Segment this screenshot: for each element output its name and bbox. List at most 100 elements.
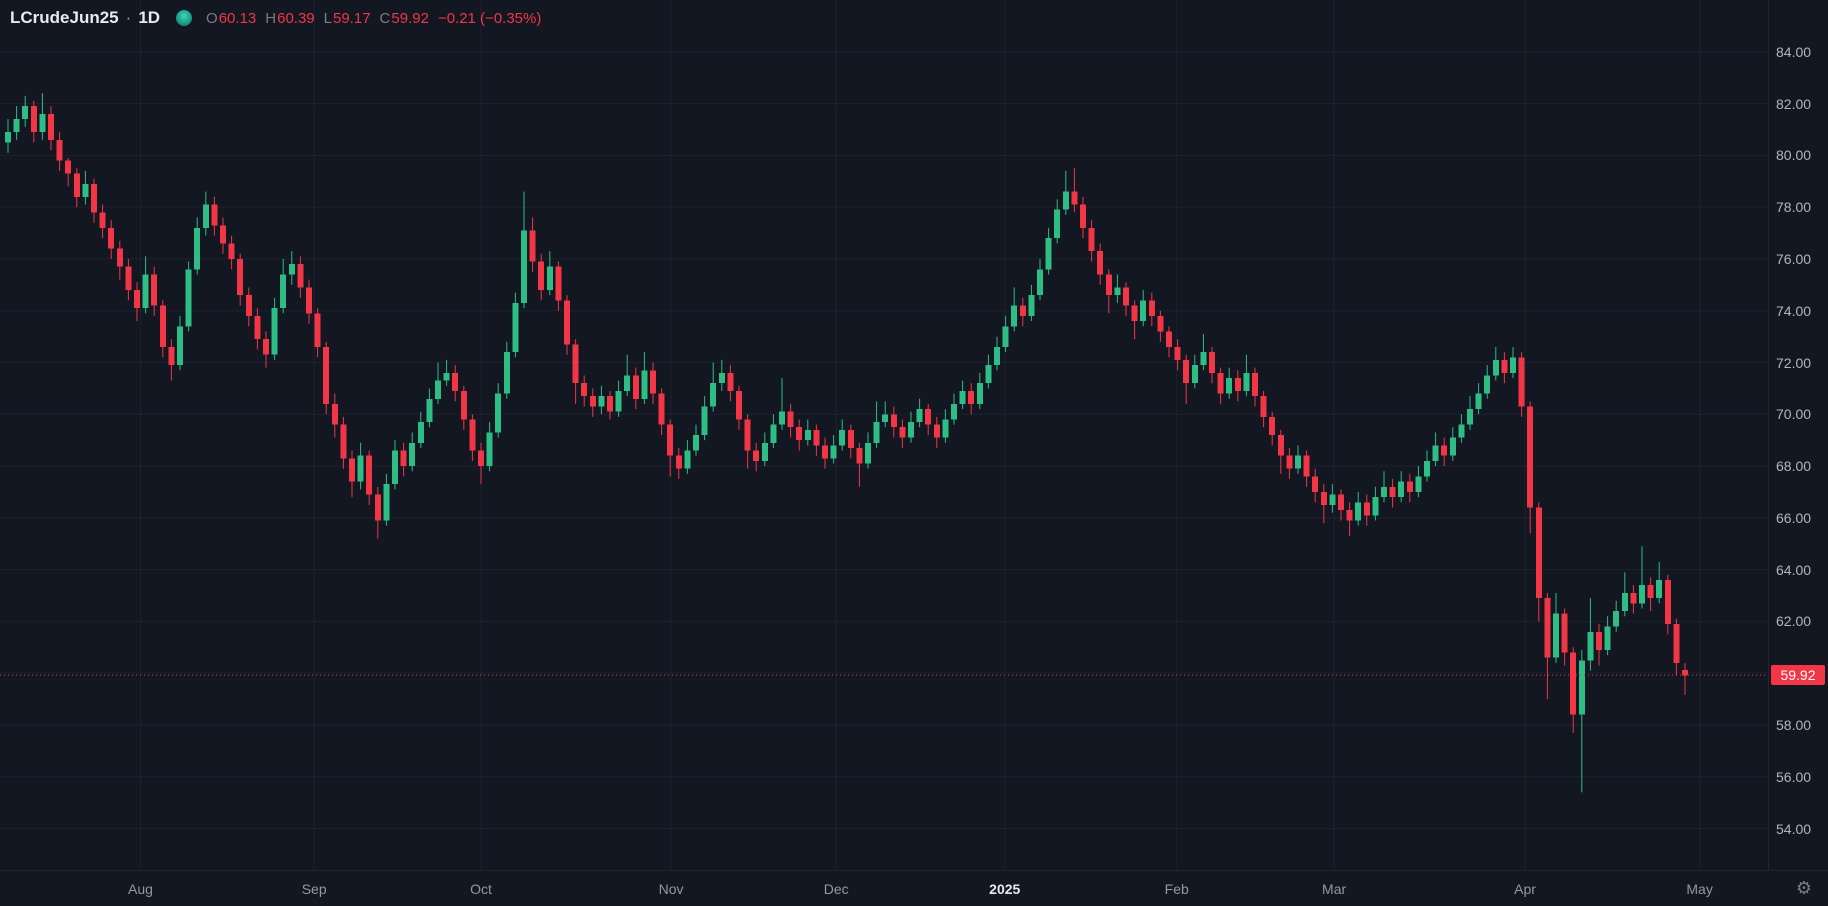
candle-body [1441, 445, 1448, 456]
candle-body [607, 396, 613, 412]
candle-body [899, 427, 906, 438]
candle-body [813, 429, 820, 446]
candle-body [744, 419, 751, 451]
candle-body [1527, 406, 1534, 508]
candle-body [271, 308, 278, 355]
candle-body [684, 450, 691, 469]
candle-body [297, 264, 304, 288]
price-axis-label: 62.00 [1776, 613, 1812, 630]
candle-body [1544, 598, 1551, 658]
price-axis-label: 54.00 [1776, 820, 1812, 837]
high-value: H 60.39 [265, 9, 315, 27]
interval-label[interactable]: 1D [138, 8, 161, 27]
candle-body [882, 414, 889, 423]
candle-body [48, 113, 54, 140]
candle-body [125, 266, 132, 290]
candle-body [177, 326, 183, 366]
candle-body [151, 274, 158, 306]
candle-body [787, 411, 794, 428]
candle-body [392, 450, 398, 485]
candle-body [1277, 435, 1284, 456]
candle-body [779, 411, 785, 425]
candle-body [770, 424, 777, 443]
candle-body [1664, 580, 1671, 625]
candle-body [641, 370, 648, 399]
candle-body [968, 390, 975, 404]
candle-body [159, 305, 166, 347]
candle-body [624, 375, 631, 391]
candle-body [796, 427, 803, 441]
candle-body [211, 204, 218, 226]
candle-body [1510, 357, 1516, 373]
time-axis-label: Feb [1164, 881, 1189, 897]
candle-body [1157, 315, 1164, 332]
candle-body [1002, 326, 1009, 347]
candle-body [589, 396, 596, 407]
candle-body [830, 445, 837, 459]
candle-body [1200, 352, 1207, 366]
candle-body [546, 266, 553, 290]
candle-body [469, 419, 476, 451]
candle-body [245, 295, 252, 316]
candle-body [306, 287, 312, 314]
time-axis[interactable]: Aug Sep Oct Nov Dec 2025 Feb Mar Apr May [0, 870, 1828, 906]
candle-body [1191, 365, 1198, 384]
candle-body [1312, 476, 1319, 492]
candle-body [478, 450, 484, 467]
candle-body [1424, 460, 1430, 477]
time-axis-label: Apr [1514, 881, 1536, 897]
candle-body [710, 383, 717, 407]
candle-body [822, 445, 828, 459]
candle-body [985, 365, 992, 384]
candle-body [1329, 494, 1336, 505]
candle-body [13, 119, 20, 133]
candle-body [529, 230, 536, 262]
candle-body [1518, 357, 1525, 407]
candle-body [951, 403, 957, 420]
candle-body [254, 315, 261, 340]
candle-body [220, 225, 226, 244]
candle-body [1131, 305, 1138, 322]
candle-body [1613, 611, 1620, 627]
candle-body [39, 113, 46, 133]
candle-body [1587, 631, 1594, 661]
candle-body [873, 422, 880, 443]
candle-body [727, 372, 734, 391]
price-axis[interactable]: 59.92 84.00 82.00 80.00 78.00 76.00 74.00 72.0… [1768, 0, 1828, 870]
candle-body [1656, 580, 1663, 599]
candle-body [701, 406, 708, 435]
chart-plot-area[interactable] [0, 0, 1768, 870]
candle-body [1045, 238, 1052, 270]
candle-body [753, 450, 760, 461]
symbol-name[interactable]: LCrudeJun25 [10, 8, 119, 27]
candle-body [658, 393, 665, 425]
open-label: O [206, 9, 218, 27]
candle-body [1346, 510, 1353, 521]
time-axis-label: Nov [658, 881, 684, 897]
gear-icon[interactable]: ⚙ [1795, 878, 1812, 898]
candle-body [1260, 396, 1267, 417]
candle-body [839, 429, 846, 446]
candle-body [1381, 486, 1387, 498]
candle-body [1174, 346, 1181, 360]
candle-body [1097, 251, 1104, 275]
candle-body [1492, 359, 1499, 376]
candle-body [994, 346, 1000, 366]
candle-body [228, 243, 235, 259]
candle-body [1604, 626, 1611, 650]
candle-body [383, 484, 390, 521]
price-axis-label: 78.00 [1776, 199, 1812, 216]
candle-body [134, 290, 140, 309]
ohlc-values: O 60.13 H 60.39 L 59.17 C 59.92 [206, 10, 429, 27]
candle-body [1269, 416, 1276, 435]
candle-body [761, 442, 768, 461]
candle-body [1286, 455, 1293, 469]
candle-body [73, 173, 80, 197]
low-label: L [323, 9, 332, 27]
price-axis-label: 56.00 [1776, 768, 1812, 785]
price-axis-label: 84.00 [1776, 43, 1812, 60]
candle-body [1467, 409, 1473, 425]
candle-body [1535, 507, 1542, 599]
